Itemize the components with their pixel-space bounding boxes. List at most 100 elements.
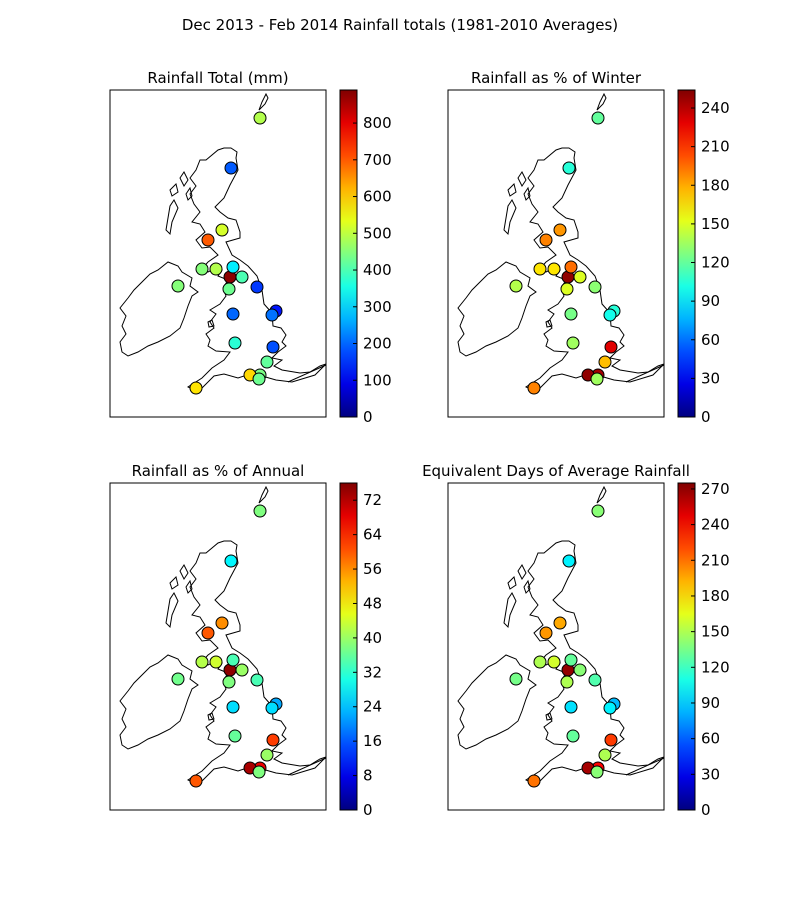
island-coastline [545, 712, 553, 721]
station-marker [527, 381, 541, 395]
ireland-coastline [457, 654, 537, 750]
station-marker [222, 675, 236, 689]
station-marker [604, 733, 618, 747]
station-marker [539, 233, 553, 247]
station-marker [509, 279, 523, 293]
island-coastline [523, 186, 531, 201]
station-marker [189, 774, 203, 788]
colorbar-tick-label: 210 [701, 551, 730, 569]
station-marker [533, 655, 547, 669]
station-marker [509, 672, 523, 686]
station-marker [252, 765, 266, 779]
panel-title: Rainfall as % of Winter [471, 69, 642, 87]
station-marker [564, 307, 578, 321]
map-frame [447, 89, 665, 418]
island-coastline [503, 199, 517, 236]
island-coastline [165, 199, 179, 236]
station-marker [226, 653, 240, 667]
station-marker [265, 308, 279, 322]
station-marker [539, 626, 553, 640]
station-marker [564, 653, 578, 667]
station-marker [228, 729, 242, 743]
colorbar-tick-label: 100 [363, 371, 392, 389]
station-marker [590, 372, 604, 386]
colorbar [677, 482, 696, 811]
station-marker [553, 616, 567, 630]
colorbar-tick-label: 120 [701, 254, 730, 272]
map-panel: Rainfall as % of Annual 0 8 16 24 32 40 48 56 64 7… [109, 462, 382, 819]
station-marker [566, 336, 580, 350]
island-coastline [179, 564, 189, 580]
station-marker [215, 223, 229, 237]
station-marker [560, 282, 574, 296]
colorbar-tick-label: 8 [363, 767, 373, 785]
colorbar-tick-label: 180 [701, 176, 730, 194]
island-coastline [169, 576, 179, 590]
colorbar-tick-label: 90 [701, 292, 720, 310]
station-marker [573, 663, 587, 677]
figure-title: Dec 2013 - Feb 2014 Rainfall totals (198… [182, 16, 618, 34]
station-marker [603, 701, 617, 715]
station-marker [573, 270, 587, 284]
station-marker [591, 504, 605, 518]
colorbar-tick-label: 40 [363, 629, 382, 647]
station-marker [235, 270, 249, 284]
colorbar-tick-label: 0 [363, 801, 373, 819]
station-marker [547, 655, 561, 669]
island-coastline [165, 592, 179, 629]
island-coastline [517, 171, 527, 187]
island-coastline [179, 171, 189, 187]
island-coastline [185, 579, 193, 594]
island-coastline [545, 319, 553, 328]
station-marker [195, 655, 209, 669]
colorbar-tick-label: 0 [701, 801, 711, 819]
station-marker [553, 223, 567, 237]
colorbar-tick-label: 240 [701, 516, 730, 534]
panel-title: Rainfall as % of Annual [132, 462, 305, 480]
france-coastline [625, 757, 665, 776]
great-britain-coastline [186, 92, 327, 393]
island-coastline [169, 183, 179, 197]
map-area [109, 89, 327, 418]
station-marker [252, 372, 266, 386]
station-marker [590, 765, 604, 779]
station-marker [588, 280, 602, 294]
station-marker [253, 111, 267, 125]
station-marker [591, 111, 605, 125]
colorbar-tick-label: 0 [701, 408, 711, 426]
island-coastline [507, 576, 517, 590]
station-marker [195, 262, 209, 276]
station-marker [598, 355, 612, 369]
station-marker [253, 504, 267, 518]
station-marker [201, 233, 215, 247]
colorbar-tick-label: 56 [363, 560, 382, 578]
colorbar-tick-label: 0 [363, 408, 373, 426]
station-marker [588, 673, 602, 687]
colorbar-tick-label: 64 [363, 526, 382, 544]
france-coastline [287, 757, 327, 776]
station-marker [250, 673, 264, 687]
ireland-coastline [119, 261, 199, 357]
ireland-coastline [119, 654, 199, 750]
island-coastline [523, 579, 531, 594]
island-coastline [207, 712, 215, 721]
station-marker [224, 554, 238, 568]
station-marker [189, 381, 203, 395]
colorbar-tick-label: 48 [363, 594, 382, 612]
colorbar-tick-label: 150 [701, 623, 730, 641]
station-marker [547, 262, 561, 276]
station-marker [564, 260, 578, 274]
colorbar-tick-label: 24 [363, 698, 382, 716]
station-marker [209, 262, 223, 276]
station-marker [266, 340, 280, 354]
station-marker [604, 340, 618, 354]
station-marker [603, 308, 617, 322]
map-panel: Equivalent Days of Average Rainfall 0 30 60… [422, 462, 730, 819]
island-coastline [503, 592, 517, 629]
island-coastline [507, 183, 517, 197]
panel-title: Rainfall Total (mm) [147, 69, 288, 87]
station-marker [226, 260, 240, 274]
station-marker [226, 307, 240, 321]
station-marker [260, 355, 274, 369]
station-marker [224, 161, 238, 175]
